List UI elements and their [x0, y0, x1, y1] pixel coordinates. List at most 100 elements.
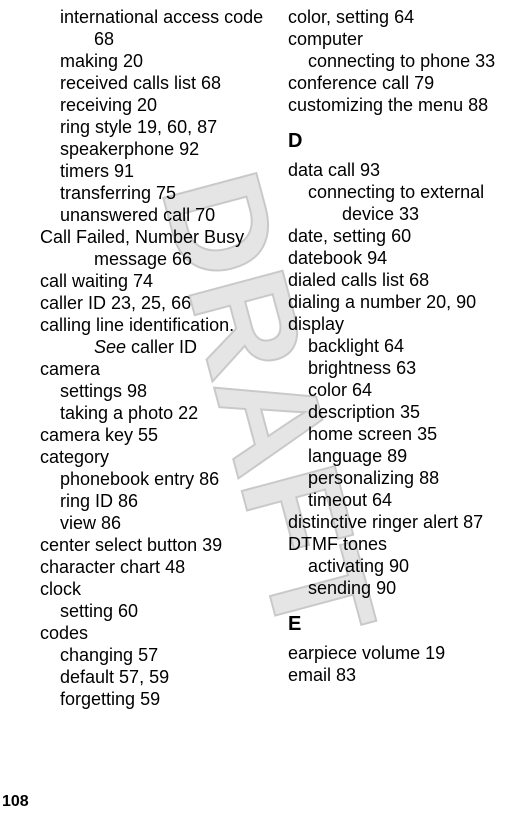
- index-entry-text: default: [60, 667, 114, 687]
- index-entry-pages: 20: [118, 51, 143, 71]
- index-entry: connecting to external: [270, 181, 508, 203]
- index-entry-pages: 68: [404, 270, 429, 290]
- index-entry-text: backlight: [308, 336, 379, 356]
- index-entry-text: dialed calls list: [288, 270, 404, 290]
- index-entry-pages: 59: [135, 689, 160, 709]
- index-entry: display: [270, 313, 508, 335]
- index-entry-pages: 79: [409, 73, 434, 93]
- index-entry-text: category: [40, 447, 109, 467]
- index-right-column: color, setting 64computerconnecting to p…: [266, 6, 508, 710]
- index-entry: center select button 39: [22, 534, 260, 556]
- index-entry-pages: 60: [113, 601, 138, 621]
- index-entry: dialing a number 20, 90: [270, 291, 508, 313]
- index-entry: date, setting 60: [270, 225, 508, 247]
- index-entry: backlight 64: [270, 335, 508, 357]
- index-entry: data call 93: [270, 159, 508, 181]
- index-entry-pages: 70: [190, 205, 215, 225]
- index-page: international access code68making 20rece…: [0, 0, 516, 710]
- index-entry: color, setting 64: [270, 6, 508, 28]
- index-entry: making 20: [22, 50, 260, 72]
- index-entry-text: setting: [60, 601, 113, 621]
- index-entry-pages: 86: [194, 469, 219, 489]
- index-entry-pages: 86: [96, 513, 121, 533]
- index-entry-text: codes: [40, 623, 88, 643]
- index-entry: DTMF tones: [270, 533, 508, 555]
- index-entry: personalizing 88: [270, 467, 508, 489]
- index-entry-text: Call Failed, Number Busy: [40, 227, 244, 247]
- index-entry-text: display: [288, 314, 344, 334]
- index-entry-pages: 68: [94, 29, 114, 49]
- index-entry-text: changing: [60, 645, 133, 665]
- index-entry: timers 91: [22, 160, 260, 182]
- index-entry-pages: 87: [458, 512, 483, 532]
- index-entry-text: activating: [308, 556, 384, 576]
- index-entry-pages: 68: [196, 73, 221, 93]
- index-entry: transferring 75: [22, 182, 260, 204]
- index-entry: default 57, 59: [22, 666, 260, 688]
- index-entry-pages: 64: [379, 336, 404, 356]
- index-entry-text: clock: [40, 579, 81, 599]
- index-entry-pages: 89: [382, 446, 407, 466]
- index-entry: call waiting 74: [22, 270, 260, 292]
- index-entry-text: international access code: [60, 7, 263, 27]
- index-entry-text: call waiting: [40, 271, 128, 291]
- index-entry-pages: 98: [122, 381, 147, 401]
- index-entry: changing 57: [22, 644, 260, 666]
- index-entry-pages: 90: [384, 556, 409, 576]
- index-entry-text: forgetting: [60, 689, 135, 709]
- index-entry: taking a photo 22: [22, 402, 260, 424]
- index-entry-text: timers: [60, 161, 109, 181]
- index-entry: language 89: [270, 445, 508, 467]
- index-entry-text: date, setting: [288, 226, 386, 246]
- index-entry-pages: 48: [160, 557, 185, 577]
- index-entry: message 66: [22, 248, 260, 270]
- index-entry-pages: 57: [133, 645, 158, 665]
- index-entry-pages: 88: [463, 95, 488, 115]
- index-entry-pages: 33: [470, 51, 495, 71]
- index-entry: caller ID 23, 25, 66: [22, 292, 260, 314]
- index-entry-pages: 22: [173, 403, 198, 423]
- index-entry: receiving 20: [22, 94, 260, 116]
- index-entry-text: settings: [60, 381, 122, 401]
- index-entry-text: conference call: [288, 73, 409, 93]
- index-entry: character chart 48: [22, 556, 260, 578]
- index-entry-text: data call: [288, 160, 355, 180]
- index-entry: camera: [22, 358, 260, 380]
- index-entry-text: receiving: [60, 95, 132, 115]
- index-entry-pages: 35: [412, 424, 437, 444]
- index-entry-text: customizing the menu: [288, 95, 463, 115]
- index-entry-text: sending: [308, 578, 371, 598]
- index-entry-pages: 64: [347, 380, 372, 400]
- index-entry-text: speakerphone: [60, 139, 174, 159]
- index-entry-pages: 92: [174, 139, 199, 159]
- index-entry-text: color: [308, 380, 347, 400]
- index-entry-text: distinctive ringer alert: [288, 512, 458, 532]
- index-entry-text: camera key: [40, 425, 133, 445]
- index-entry: home screen 35: [270, 423, 508, 445]
- index-entry-pages: 66: [167, 249, 192, 269]
- index-section-heading: E: [270, 613, 508, 636]
- index-section-heading: D: [270, 130, 508, 153]
- index-entry-text: character chart: [40, 557, 160, 577]
- index-entry-pages: 19, 60, 87: [132, 117, 217, 137]
- see-target: caller ID: [126, 337, 197, 357]
- index-entry: forgetting 59: [22, 688, 260, 710]
- index-entry-pages: 35: [395, 402, 420, 422]
- index-entry-text: datebook: [288, 248, 362, 268]
- index-entry-text: email: [288, 665, 331, 685]
- index-entry: unanswered call 70: [22, 204, 260, 226]
- index-entry: clock: [22, 578, 260, 600]
- index-entry-text: connecting to external: [308, 182, 484, 202]
- index-entry-text: device: [342, 204, 394, 224]
- index-entry-pages: 64: [367, 490, 392, 510]
- index-entry: device 33: [270, 203, 508, 225]
- index-entry-text: caller ID: [40, 293, 106, 313]
- index-entry: color 64: [270, 379, 508, 401]
- index-entry-text: making: [60, 51, 118, 71]
- index-entry: distinctive ringer alert 87: [270, 511, 508, 533]
- index-entry-pages: 60: [386, 226, 411, 246]
- index-entry: conference call 79: [270, 72, 508, 94]
- index-entry-pages: 23, 25, 66: [106, 293, 191, 313]
- index-entry-pages: 75: [151, 183, 176, 203]
- index-entry-text: color, setting: [288, 7, 389, 27]
